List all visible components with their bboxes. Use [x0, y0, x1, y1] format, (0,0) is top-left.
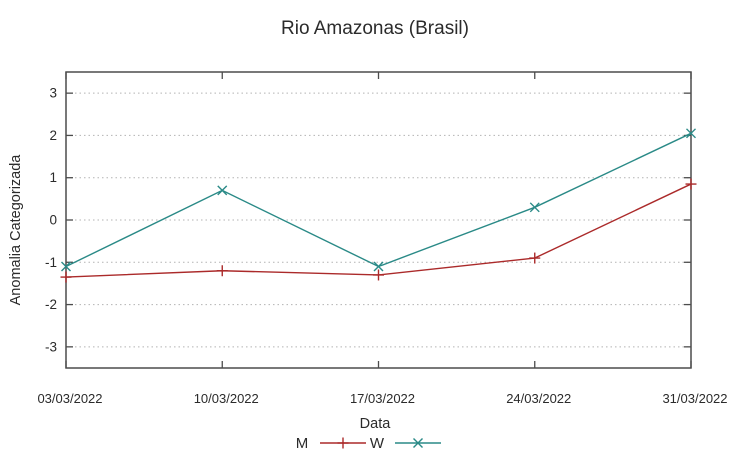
marker-W-4-d2: [686, 128, 696, 139]
ytick-label--2: -2: [45, 297, 57, 312]
ytick-label-3: 3: [49, 86, 57, 101]
marker-W-1: [217, 185, 228, 196]
ytick-label-1: 1: [49, 170, 57, 185]
legend-marker-W: [413, 438, 423, 448]
marker-M-0: [60, 271, 72, 283]
ytick-label-0: 0: [49, 213, 57, 228]
legend-marker-M: [337, 437, 349, 449]
marker-W-2-d2: [373, 261, 384, 272]
marker-W-2: [373, 261, 384, 272]
y-axis-label: Anomalia Categorizada: [8, 154, 24, 306]
xtick-label-1: 10/03/2022: [194, 391, 259, 406]
x-axis-label: Data: [360, 416, 392, 432]
marker-W-3-d2: [529, 202, 540, 213]
marker-W-1-d2: [217, 185, 228, 196]
xtick-label-2: 17/03/2022: [350, 391, 415, 406]
legend-label-M: M: [296, 435, 309, 452]
xtick-label-4: 31/03/2022: [662, 391, 727, 406]
marker-W-0: [61, 261, 71, 272]
plot-border: [65, 71, 692, 369]
marker-W-4: [686, 128, 696, 139]
legend-marker-W-d2: [413, 438, 423, 448]
marker-M-1: [216, 265, 228, 277]
marker-M-3: [529, 252, 541, 264]
xtick-label-0: 03/03/2022: [37, 391, 102, 406]
marker-W-3: [529, 202, 540, 213]
series-line-M: [65, 183, 692, 278]
ytick-label--3: -3: [45, 339, 57, 354]
legend-label-W: W: [370, 435, 385, 452]
series-line-W: [65, 132, 692, 268]
marker-M-4: [685, 178, 697, 190]
marker-W-0-d2: [61, 261, 71, 272]
plot-area: -3 -2 -1 0 1 2 3 03/03/2022 10/03/2022 17/03/2022…: [37, 71, 728, 406]
marker-M-2: [373, 269, 384, 281]
chart-title: Rio Amazonas (Brasil): [281, 18, 469, 39]
ytick-label-2: 2: [49, 128, 57, 143]
ytick-label--1: -1: [45, 255, 57, 270]
xtick-label-3: 24/03/2022: [506, 391, 571, 406]
